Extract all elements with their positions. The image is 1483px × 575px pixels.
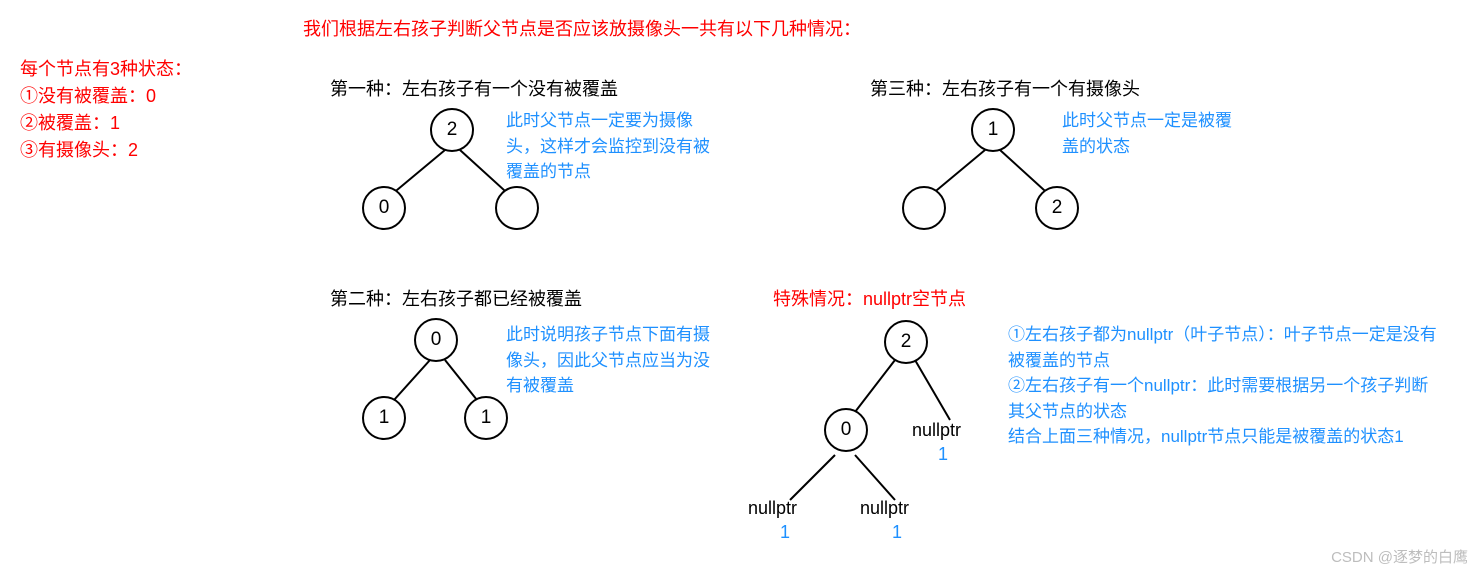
case2-parent-val: 0 — [431, 329, 442, 351]
case4-null-br-label: nullptr — [860, 498, 909, 519]
case2-desc: 此时说明孩子节点下面有摄像头，因此父节点应当为没有被覆盖 — [506, 322, 726, 399]
case4-top-val: 2 — [901, 331, 912, 353]
case3-parent-node: 1 — [971, 108, 1015, 152]
legend-line3: ②被覆盖：1 — [20, 110, 192, 137]
legend-line2: ①没有被覆盖：0 — [20, 83, 192, 110]
case4-null-bl-state: 1 — [780, 522, 790, 543]
case4-desc-block: ①左右孩子都为nullptr（叶子节点）：叶子节点一定是没有被覆盖的节点 ②左右… — [1008, 322, 1438, 450]
case1-left-val: 0 — [379, 197, 390, 219]
case1-right-node — [495, 186, 539, 230]
case1-parent-val: 2 — [447, 119, 458, 141]
case3-right-node: 2 — [1035, 186, 1079, 230]
case4-mid-node: 0 — [824, 408, 868, 452]
case2-right-node: 1 — [464, 396, 508, 440]
case4-null-right-state: 1 — [938, 444, 948, 465]
case4-null-bl-label: nullptr — [748, 498, 797, 519]
case4-desc-line2: ②左右孩子有一个nullptr：此时需要根据另一个孩子判断其父节点的状态 — [1008, 373, 1438, 424]
case1-desc: 此时父节点一定要为摄像头，这样才会监控到没有被覆盖的节点 — [506, 108, 726, 185]
case3-desc: 此时父节点一定是被覆盖的状态 — [1062, 108, 1242, 159]
case2-parent-node: 0 — [414, 318, 458, 362]
case3-parent-val: 1 — [988, 119, 999, 141]
case1-left-node: 0 — [362, 186, 406, 230]
case2-left-node: 1 — [362, 396, 406, 440]
case2-right-val: 1 — [481, 407, 492, 429]
case4-top-node: 2 — [884, 320, 928, 364]
legend-block: 每个节点有3种状态： ①没有被覆盖：0 ②被覆盖：1 ③有摄像头：2 — [20, 56, 192, 164]
case4-desc-line3: 结合上面三种情况，nullptr节点只能是被覆盖的状态1 — [1008, 424, 1438, 450]
watermark-text: CSDN @逐梦的白鹰 — [1331, 546, 1468, 567]
case4-null-br-state: 1 — [892, 522, 902, 543]
legend-line4: ③有摄像头：2 — [20, 137, 192, 164]
case4-title: 特殊情况：nullptr空节点 — [773, 285, 966, 311]
case4-desc-line1: ①左右孩子都为nullptr（叶子节点）：叶子节点一定是没有被覆盖的节点 — [1008, 322, 1438, 373]
case3-title: 第三种：左右孩子有一个有摄像头 — [870, 75, 1140, 101]
case1-title: 第一种：左右孩子有一个没有被覆盖 — [330, 75, 618, 101]
case4-mid-val: 0 — [841, 419, 852, 441]
case3-left-node — [902, 186, 946, 230]
case2-left-val: 1 — [379, 407, 390, 429]
case4-null-right-label: nullptr — [912, 420, 961, 441]
case3-right-val: 2 — [1052, 197, 1063, 219]
header-text: 我们根据左右孩子判断父节点是否应该放摄像头一共有以下几种情况： — [303, 15, 861, 41]
case1-parent-node: 2 — [430, 108, 474, 152]
case2-title: 第二种：左右孩子都已经被覆盖 — [330, 285, 582, 311]
legend-line1: 每个节点有3种状态： — [20, 56, 192, 83]
